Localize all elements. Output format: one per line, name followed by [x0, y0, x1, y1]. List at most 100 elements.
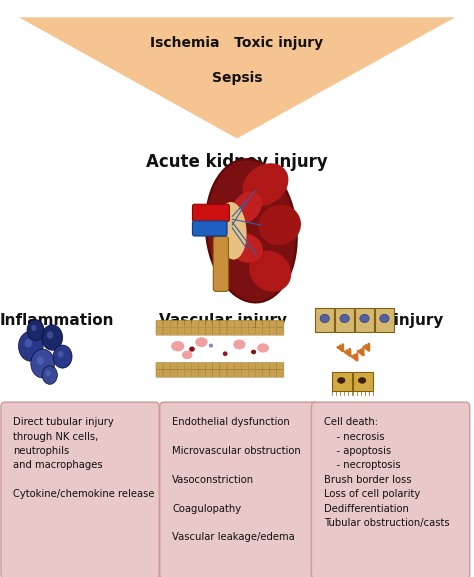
Ellipse shape: [358, 377, 366, 383]
Ellipse shape: [189, 346, 195, 351]
Ellipse shape: [257, 343, 269, 353]
Circle shape: [27, 320, 44, 340]
FancyBboxPatch shape: [163, 320, 170, 328]
Circle shape: [46, 370, 51, 376]
FancyBboxPatch shape: [227, 328, 234, 335]
FancyBboxPatch shape: [270, 320, 277, 328]
FancyBboxPatch shape: [234, 362, 241, 370]
FancyBboxPatch shape: [184, 370, 191, 377]
Circle shape: [18, 331, 43, 361]
Text: Tubular injury: Tubular injury: [324, 313, 444, 328]
FancyBboxPatch shape: [355, 308, 374, 332]
FancyBboxPatch shape: [199, 370, 206, 377]
FancyBboxPatch shape: [206, 320, 213, 328]
FancyBboxPatch shape: [220, 370, 227, 377]
FancyBboxPatch shape: [277, 370, 284, 377]
FancyBboxPatch shape: [277, 362, 284, 370]
FancyBboxPatch shape: [263, 370, 270, 377]
FancyBboxPatch shape: [353, 372, 373, 391]
Ellipse shape: [171, 341, 184, 351]
FancyBboxPatch shape: [213, 320, 220, 328]
FancyBboxPatch shape: [234, 370, 241, 377]
Ellipse shape: [223, 351, 228, 356]
Text: Ischemia   Toxic injury: Ischemia Toxic injury: [150, 36, 324, 50]
Circle shape: [53, 345, 72, 368]
FancyBboxPatch shape: [213, 237, 228, 291]
FancyBboxPatch shape: [191, 362, 199, 370]
Ellipse shape: [209, 344, 213, 347]
Ellipse shape: [337, 377, 345, 383]
Text: Direct tubular injury
through NK cells,
neutrophils
and macrophages

Cytokine/ch: Direct tubular injury through NK cells, …: [13, 417, 155, 499]
Ellipse shape: [380, 314, 389, 323]
FancyBboxPatch shape: [255, 320, 263, 328]
Text: Acute kidney injury: Acute kidney injury: [146, 152, 328, 171]
FancyBboxPatch shape: [311, 402, 470, 577]
FancyBboxPatch shape: [241, 320, 248, 328]
Ellipse shape: [340, 314, 349, 323]
Ellipse shape: [258, 205, 301, 245]
FancyBboxPatch shape: [315, 308, 334, 332]
Text: Sepsis: Sepsis: [212, 71, 262, 85]
FancyBboxPatch shape: [255, 362, 263, 370]
FancyBboxPatch shape: [177, 320, 184, 328]
FancyBboxPatch shape: [263, 320, 270, 328]
Ellipse shape: [218, 202, 246, 260]
FancyBboxPatch shape: [227, 370, 234, 377]
Circle shape: [31, 349, 55, 378]
FancyBboxPatch shape: [156, 362, 163, 370]
FancyBboxPatch shape: [156, 328, 163, 335]
FancyBboxPatch shape: [184, 362, 191, 370]
FancyBboxPatch shape: [213, 328, 220, 335]
Circle shape: [25, 339, 32, 348]
FancyBboxPatch shape: [206, 328, 213, 335]
FancyBboxPatch shape: [270, 328, 277, 335]
Ellipse shape: [360, 314, 369, 323]
FancyBboxPatch shape: [241, 328, 248, 335]
FancyBboxPatch shape: [248, 320, 255, 328]
FancyBboxPatch shape: [1, 402, 159, 577]
FancyBboxPatch shape: [227, 362, 234, 370]
FancyBboxPatch shape: [248, 328, 255, 335]
FancyBboxPatch shape: [248, 362, 255, 370]
FancyBboxPatch shape: [255, 328, 263, 335]
FancyBboxPatch shape: [241, 370, 248, 377]
Text: Endothelial dysfunction

Microvascular obstruction

Vasoconstriction

Coagulopat: Endothelial dysfunction Microvascular ob…: [172, 417, 301, 542]
FancyBboxPatch shape: [163, 362, 170, 370]
FancyBboxPatch shape: [184, 320, 191, 328]
Circle shape: [37, 357, 44, 365]
Text: Cell death:
    - necrosis
    - apoptosis
    - necroptosis
Brush border loss
L: Cell death: - necrosis - apoptosis - nec…: [324, 417, 449, 528]
FancyBboxPatch shape: [199, 320, 206, 328]
FancyBboxPatch shape: [163, 328, 170, 335]
Ellipse shape: [233, 339, 246, 350]
FancyBboxPatch shape: [206, 362, 213, 370]
FancyBboxPatch shape: [375, 308, 394, 332]
FancyBboxPatch shape: [170, 370, 177, 377]
FancyBboxPatch shape: [248, 370, 255, 377]
FancyBboxPatch shape: [192, 204, 229, 222]
Circle shape: [42, 366, 57, 384]
Ellipse shape: [243, 163, 288, 206]
FancyBboxPatch shape: [170, 362, 177, 370]
FancyBboxPatch shape: [177, 328, 184, 335]
FancyBboxPatch shape: [199, 328, 206, 335]
Ellipse shape: [320, 314, 329, 323]
FancyBboxPatch shape: [163, 370, 170, 377]
Ellipse shape: [195, 337, 208, 347]
FancyBboxPatch shape: [206, 370, 213, 377]
FancyBboxPatch shape: [213, 362, 220, 370]
FancyBboxPatch shape: [160, 402, 318, 577]
Circle shape: [42, 325, 63, 350]
Text: Vascular injury: Vascular injury: [159, 313, 287, 328]
FancyBboxPatch shape: [170, 320, 177, 328]
FancyBboxPatch shape: [277, 328, 284, 335]
FancyBboxPatch shape: [156, 370, 163, 377]
FancyBboxPatch shape: [191, 370, 199, 377]
Ellipse shape: [230, 234, 263, 263]
Circle shape: [58, 351, 64, 358]
Text: Inflammation: Inflammation: [0, 313, 114, 328]
FancyBboxPatch shape: [199, 362, 206, 370]
Ellipse shape: [251, 350, 256, 354]
FancyBboxPatch shape: [213, 370, 220, 377]
Polygon shape: [19, 17, 455, 138]
FancyBboxPatch shape: [255, 370, 263, 377]
